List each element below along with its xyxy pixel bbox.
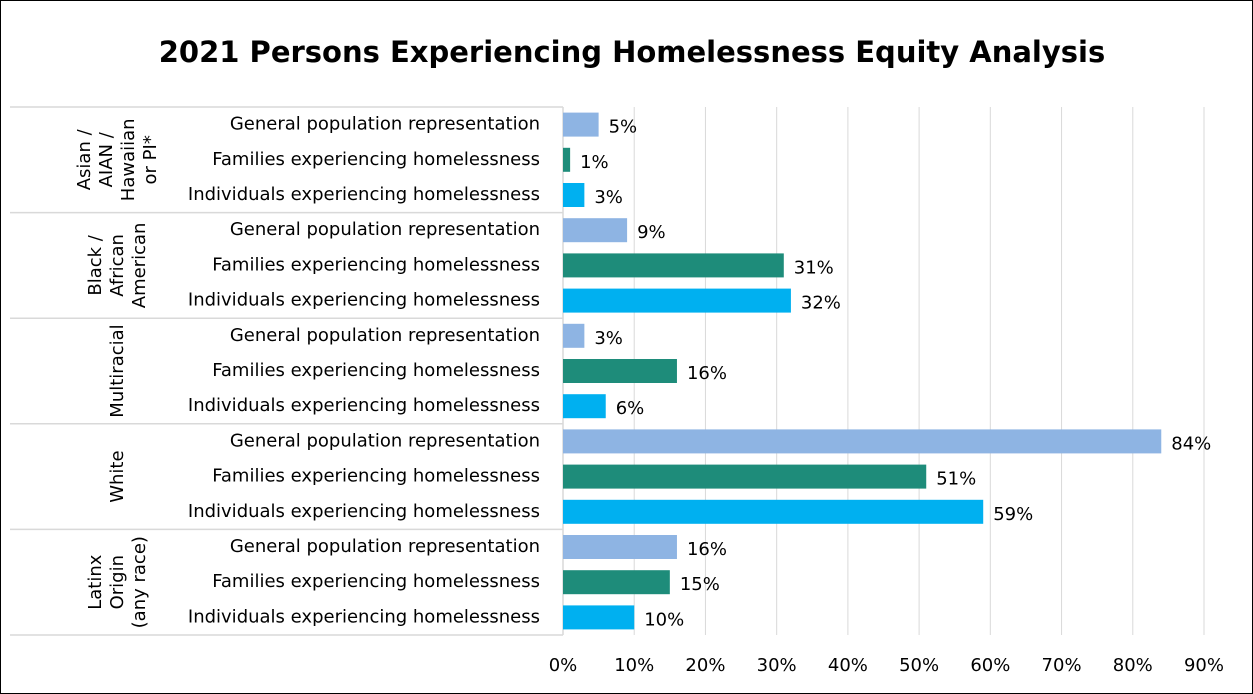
bar: [563, 429, 1162, 454]
category-label: General population representation: [230, 219, 540, 240]
x-tick-label: 80%: [1113, 655, 1153, 676]
bar: [563, 183, 585, 207]
x-tick-label: 10%: [614, 655, 654, 676]
bar: [563, 605, 635, 630]
bar: [563, 535, 677, 559]
category-label: General population representation: [230, 536, 540, 557]
group-label: Asian /: [74, 128, 95, 190]
bar: [563, 288, 791, 313]
group-label: Origin: [107, 555, 128, 609]
category-label: General population representation: [230, 430, 540, 451]
group-label: AIAN /: [96, 131, 117, 187]
data-label: 15%: [680, 574, 720, 595]
bar: [563, 218, 628, 243]
data-label: 59%: [993, 504, 1033, 525]
x-tick-label: 40%: [828, 655, 868, 676]
group-label: Black /: [85, 234, 106, 295]
bar: [563, 323, 585, 348]
group-label: African: [107, 234, 128, 297]
bar: [563, 464, 927, 489]
group-label: Hawaiian: [118, 118, 139, 201]
x-tick-label: 20%: [685, 655, 725, 676]
category-label: General population representation: [230, 114, 540, 135]
group-label: (any race): [129, 536, 150, 628]
x-tick-label: 30%: [757, 655, 797, 676]
category-label: Individuals experiencing homelessness: [188, 395, 540, 416]
category-label: Families experiencing homelessness: [212, 571, 540, 592]
bar: [563, 359, 677, 383]
data-label: 16%: [687, 363, 727, 384]
category-label: Families experiencing homelessness: [212, 466, 540, 487]
data-label: 6%: [616, 398, 645, 419]
category-label: Individuals experiencing homelessness: [188, 606, 540, 627]
x-tick-label: 0%: [549, 655, 578, 676]
group-label: or PI*: [140, 135, 161, 184]
bar: [563, 112, 599, 137]
data-label: 10%: [644, 609, 684, 630]
bar: [563, 499, 984, 524]
data-label: 84%: [1171, 433, 1211, 454]
group-label: White: [107, 450, 128, 502]
bar: [563, 147, 571, 172]
data-label: 16%: [687, 539, 727, 560]
category-label: Families experiencing homelessness: [212, 360, 540, 381]
bar: [563, 394, 606, 419]
group-label: Latinx: [85, 554, 106, 610]
group-label: American: [129, 223, 150, 309]
category-label: Individuals experiencing homelessness: [188, 184, 540, 205]
data-label: 32%: [801, 293, 841, 314]
x-tick-label: 90%: [1184, 655, 1224, 676]
data-label: 51%: [936, 469, 976, 490]
chart-title: 2021 Persons Experiencing Homelessness E…: [159, 35, 1105, 69]
x-tick-label: 50%: [899, 655, 939, 676]
bar: [563, 570, 670, 595]
category-label: Individuals experiencing homelessness: [188, 290, 540, 311]
category-label: General population representation: [230, 325, 540, 346]
data-label: 31%: [794, 257, 834, 278]
x-tick-label: 70%: [1042, 655, 1082, 676]
data-label: 5%: [609, 117, 638, 138]
data-label: 9%: [637, 222, 666, 243]
category-label: Families experiencing homelessness: [212, 149, 540, 170]
x-tick-label: 60%: [970, 655, 1010, 676]
category-label: Individuals experiencing homelessness: [188, 501, 540, 522]
data-label: 3%: [594, 187, 623, 208]
category-label: Families experiencing homelessness: [212, 254, 540, 275]
group-label: Multiracial: [107, 324, 128, 417]
data-label: 3%: [594, 328, 623, 349]
data-label: 1%: [580, 152, 609, 173]
bar: [563, 253, 784, 278]
